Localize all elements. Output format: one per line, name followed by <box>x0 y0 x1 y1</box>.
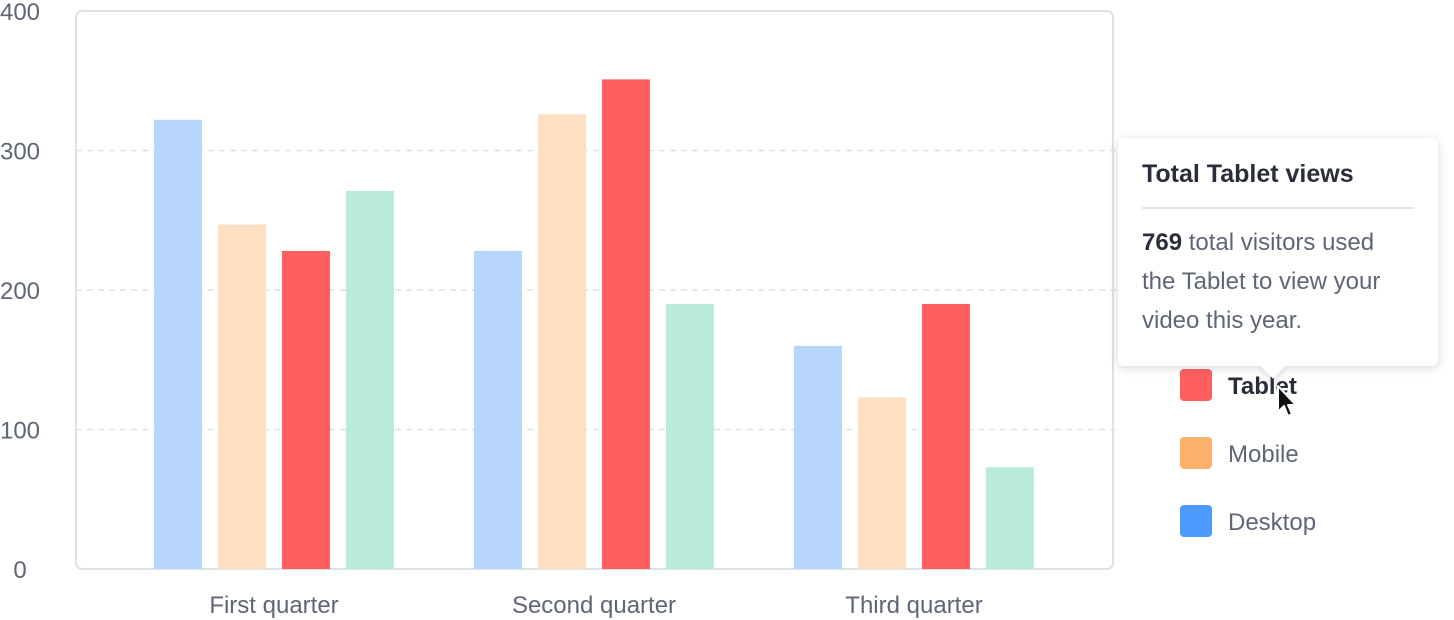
y-tick-label: 400 <box>0 0 40 26</box>
tooltip: Total Tablet views 769 total visitors us… <box>1118 138 1438 366</box>
legend-swatch <box>1180 437 1212 469</box>
bar <box>154 119 202 569</box>
tooltip-title: Total Tablet views <box>1142 160 1414 209</box>
legend-swatch <box>1180 505 1212 537</box>
y-tick-label: 0 <box>13 557 26 584</box>
legend-label: Mobile <box>1228 441 1299 468</box>
bars-layer <box>154 79 1034 569</box>
y-tick-label: 300 <box>0 139 40 166</box>
x-tick-label: First quarter <box>209 592 338 619</box>
bar <box>666 303 714 569</box>
tooltip-text: total visitors used the Tablet to view y… <box>1142 229 1381 334</box>
bar <box>922 303 970 569</box>
bar <box>858 397 906 569</box>
y-tick-label: 100 <box>0 418 40 445</box>
bar <box>218 224 266 569</box>
x-tick-label: Third quarter <box>845 592 982 619</box>
axis-layer: 0 100 200 300 400 First quarter Second quarter… <box>0 0 983 619</box>
bar <box>282 250 330 569</box>
tooltip-count: 769 <box>1142 229 1183 256</box>
arrow-cursor-icon <box>1277 385 1297 417</box>
legend-label: Desktop <box>1228 509 1316 536</box>
legend-swatch <box>1180 369 1212 401</box>
bar <box>538 114 586 569</box>
y-tick-label: 200 <box>0 278 40 305</box>
bar <box>794 345 842 569</box>
x-tick-label: Second quarter <box>512 592 676 619</box>
bar <box>346 190 394 569</box>
bar <box>602 79 650 569</box>
bar <box>474 250 522 569</box>
bar <box>986 467 1034 569</box>
tooltip-body: 769 total visitors used the Tablet to vi… <box>1142 223 1414 340</box>
